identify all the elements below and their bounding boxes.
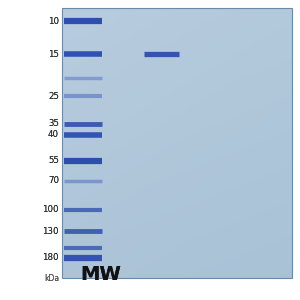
Text: 180: 180 <box>43 254 59 262</box>
Text: kDa: kDa <box>44 274 59 283</box>
Text: 40: 40 <box>48 130 59 139</box>
Text: 35: 35 <box>48 119 59 128</box>
Text: 100: 100 <box>43 205 59 214</box>
Text: 15: 15 <box>48 50 59 59</box>
Text: 100: 100 <box>43 205 59 214</box>
Bar <box>0 278 300 300</box>
Bar <box>0 0 62 300</box>
Text: MW: MW <box>80 265 121 284</box>
Text: 10: 10 <box>48 17 59 26</box>
Text: 180: 180 <box>43 254 59 262</box>
Text: 55: 55 <box>48 156 59 165</box>
Text: 25: 25 <box>48 92 59 101</box>
Text: MW: MW <box>80 265 121 284</box>
Text: 130: 130 <box>43 227 59 236</box>
Text: kDa: kDa <box>44 274 59 283</box>
Text: 70: 70 <box>48 176 59 185</box>
Text: 25: 25 <box>48 92 59 101</box>
Bar <box>62 8 292 278</box>
Text: 10: 10 <box>48 17 59 26</box>
Text: 40: 40 <box>48 130 59 139</box>
Text: 15: 15 <box>48 50 59 59</box>
Text: 35: 35 <box>48 119 59 128</box>
Text: 130: 130 <box>43 227 59 236</box>
Text: 55: 55 <box>48 156 59 165</box>
Text: 70: 70 <box>48 176 59 185</box>
